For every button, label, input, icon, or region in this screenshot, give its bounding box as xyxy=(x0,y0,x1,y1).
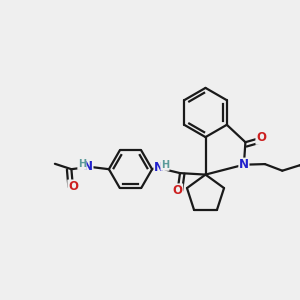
Text: H: H xyxy=(161,160,169,170)
Text: N: N xyxy=(83,160,93,173)
Text: O: O xyxy=(172,184,183,197)
Text: N: N xyxy=(239,158,249,171)
Text: O: O xyxy=(68,180,78,193)
Text: H: H xyxy=(78,159,86,170)
Text: N: N xyxy=(154,161,164,174)
Text: O: O xyxy=(256,131,266,144)
